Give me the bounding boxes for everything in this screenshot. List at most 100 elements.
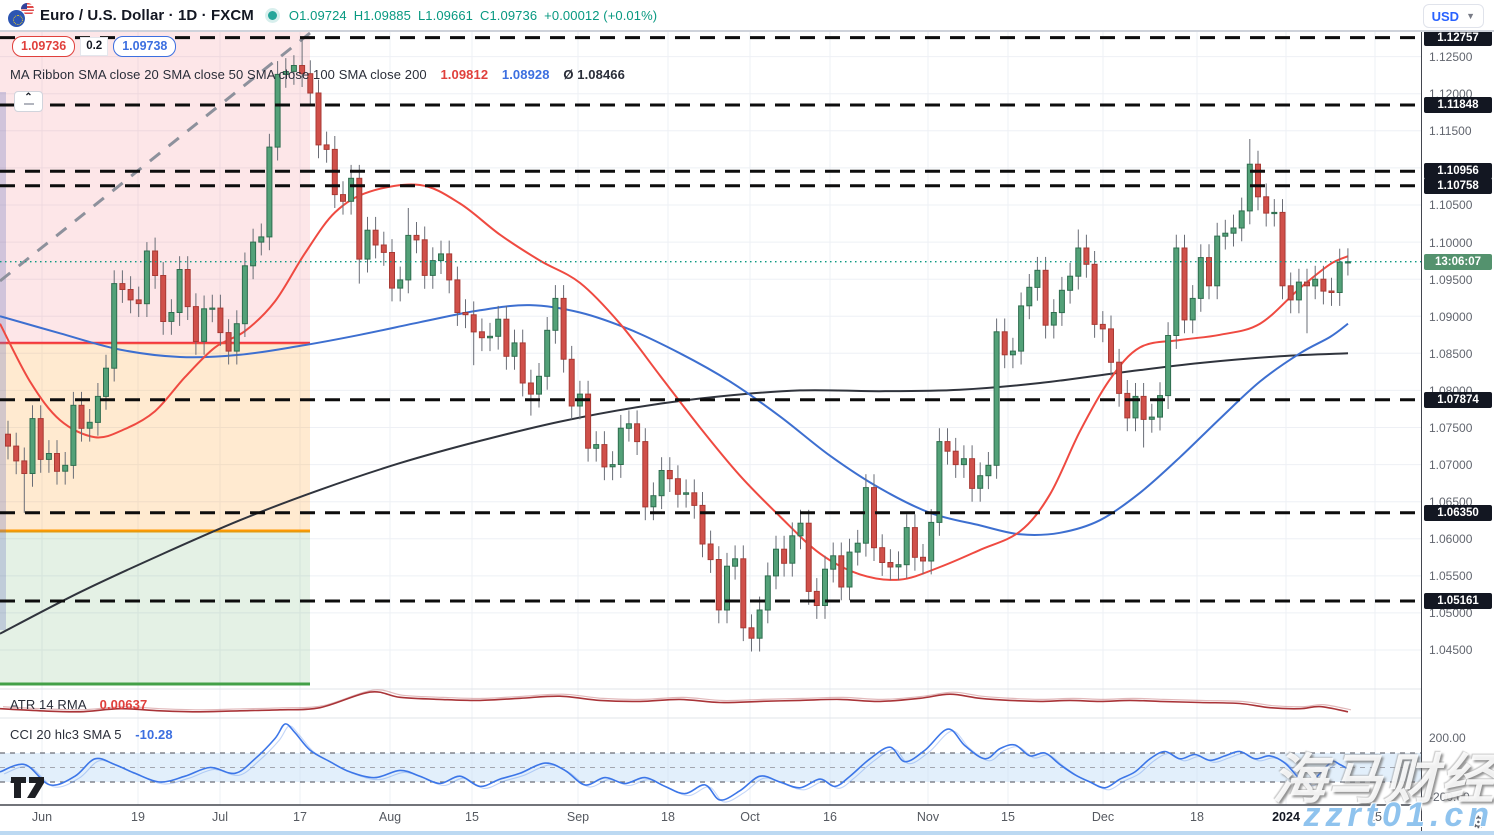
candle-down	[1255, 163, 1261, 198]
candle-down	[740, 558, 747, 629]
candle-up	[1312, 278, 1319, 287]
candle-down	[838, 555, 845, 588]
candle-down	[217, 307, 224, 334]
candle-down	[1042, 269, 1049, 326]
atr-legend[interactable]: ATR 14 RMA 0.00637	[10, 697, 147, 712]
candle-down	[674, 478, 681, 495]
price-axis-label: 1.07000	[1429, 458, 1473, 472]
candle-down	[1320, 278, 1327, 292]
open-value: O1.09724	[288, 7, 347, 23]
order-quantity-badge[interactable]: 0.2	[80, 37, 109, 56]
candle-up	[241, 265, 248, 325]
price-axis-label: 1.11500	[1429, 124, 1472, 138]
atr-label: ATR 14 RMA	[10, 697, 86, 712]
tradingview-logo[interactable]	[10, 772, 52, 800]
order-sell-badge[interactable]: 1.09736	[12, 36, 76, 57]
settings-gear-icon[interactable]: ⚙	[1470, 813, 1486, 832]
candle-up	[789, 535, 796, 564]
pane-collapse-button[interactable]: ⌃	[14, 91, 43, 112]
price-axis-label: 1.07500	[1429, 421, 1473, 435]
candle-down	[323, 144, 330, 150]
price-axis-label: 1.06000	[1429, 532, 1473, 546]
mid-zone	[0, 343, 310, 531]
ma-ribbon-legend[interactable]: MA Ribbon SMA close 20 SMA close 50 SMA …	[10, 67, 625, 82]
candle-up	[895, 564, 902, 568]
price-level-badge: 1.05161	[1424, 593, 1492, 609]
candle-up	[1050, 312, 1057, 326]
price-axis-label: 1.05500	[1429, 569, 1473, 583]
candle-down	[527, 382, 534, 395]
candle-up	[773, 548, 779, 577]
candle-down	[5, 433, 11, 447]
candle-up	[854, 542, 861, 553]
candle-down	[160, 275, 167, 322]
candle-down	[356, 177, 363, 260]
time-axis-label: 17	[293, 810, 307, 824]
candle-up	[1271, 211, 1278, 215]
candle-down	[707, 543, 714, 561]
candle-down	[135, 299, 142, 305]
price-axis[interactable]: 1.12500 1.12000 1.11500 1.10500 1.10000 1.095…	[1421, 30, 1494, 835]
candle-up	[282, 71, 289, 75]
candle-down	[1181, 247, 1188, 321]
eu-flag-icon	[8, 10, 25, 27]
cci-line[interactable]	[0, 723, 1349, 801]
candle-up	[94, 395, 101, 423]
currency-label: USD	[1431, 8, 1460, 24]
candle-down	[184, 269, 191, 308]
candle-down	[454, 279, 461, 313]
candle-up	[266, 146, 273, 238]
price-level-badge: 1.10758	[1424, 178, 1492, 194]
candle-down	[225, 332, 232, 352]
time-axis-label: 15	[1001, 810, 1015, 824]
price-axis-label: 200.00	[1429, 731, 1466, 745]
candle-up	[29, 418, 36, 475]
candle-down	[805, 522, 812, 592]
us-flag-icon	[21, 3, 34, 16]
candle-up	[405, 234, 412, 281]
candle-up	[1132, 395, 1139, 419]
order-buy-badge[interactable]: 1.09738	[113, 36, 177, 57]
symbol-title[interactable]: Euro / U.S. Dollar · 1D · FXCM	[40, 6, 254, 24]
candle-up	[756, 609, 763, 639]
candle-down	[1263, 196, 1270, 214]
candle-up	[764, 575, 771, 611]
candle-up	[103, 367, 109, 397]
time-axis[interactable]: Jun 19 Jul 17 Aug 15 Sep 18 Oct 16 Nov 15 Dec 18 2024 1…	[0, 806, 1421, 835]
candle-down	[340, 194, 346, 202]
candle-up	[650, 495, 657, 508]
diagonal-trendline[interactable]	[0, 31, 311, 283]
time-axis-label: Dec	[1091, 810, 1115, 824]
market-status-icon[interactable]	[267, 10, 277, 20]
candle-up	[62, 464, 69, 472]
candle-down	[315, 92, 322, 146]
candle-down	[372, 229, 379, 246]
ohlc-readout: O1.09724 H1.09885 L1.09661 C1.09736 +0.00012…	[289, 8, 664, 23]
main-chart[interactable]	[0, 0, 1421, 835]
left-range-strip	[0, 92, 6, 630]
high-value: H1.09885	[353, 7, 411, 23]
currency-selector[interactable]: USD ▼	[1422, 4, 1484, 28]
candle-up	[111, 283, 118, 369]
atr-line[interactable]	[0, 690, 1349, 713]
cci-legend[interactable]: CCI 20 hlc3 SMA 5 -10.28	[10, 727, 173, 742]
price-axis-label: 1.12500	[1429, 50, 1473, 64]
sma-mid-line[interactable]	[0, 304, 1349, 536]
candle-up	[1058, 289, 1065, 314]
candle-down	[389, 252, 395, 289]
candle-up	[724, 565, 730, 611]
candle-up	[70, 404, 77, 466]
sma-fast-line[interactable]	[0, 183, 1349, 581]
candle-up	[658, 470, 665, 497]
candle-down	[634, 423, 641, 443]
price-axis-label: 1.08500	[1429, 347, 1473, 361]
candle-down	[519, 342, 526, 384]
candle-up	[86, 421, 93, 429]
candle-down	[715, 559, 722, 611]
price-axis-label: 1.05000	[1429, 606, 1473, 620]
candle-up	[1230, 227, 1237, 234]
candle-down	[127, 289, 134, 301]
candle-down	[54, 453, 60, 472]
candle-down	[1001, 331, 1008, 356]
candle-down	[952, 450, 959, 466]
